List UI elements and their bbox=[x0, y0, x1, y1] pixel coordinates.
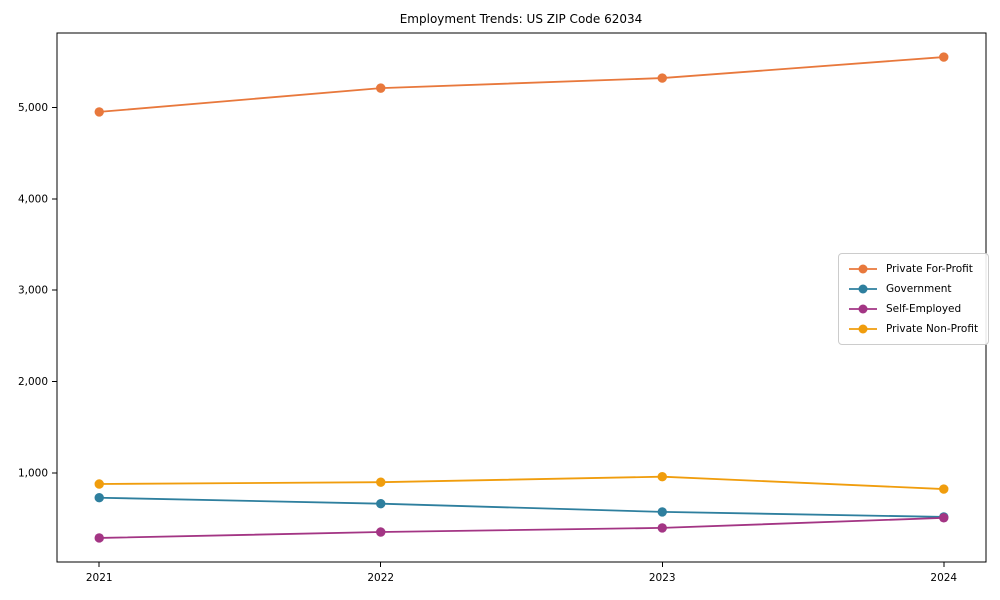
data-point-private-for-profit-2022 bbox=[376, 83, 386, 93]
data-point-private-non-profit-2021 bbox=[94, 479, 104, 489]
data-point-self-employed-2024 bbox=[939, 513, 949, 523]
x-tick-label-2022: 2022 bbox=[367, 572, 394, 584]
legend-item-government: Government bbox=[848, 279, 978, 299]
legend-label: Self-Employed bbox=[886, 303, 962, 315]
y-tick-label-2000: 2,000 bbox=[18, 376, 48, 388]
data-point-private-for-profit-2023 bbox=[657, 73, 667, 83]
series-line-private-for-profit bbox=[98, 56, 945, 113]
legend-line-marker-icon bbox=[849, 264, 877, 274]
x-tick-label-2024: 2024 bbox=[930, 572, 957, 584]
data-point-self-employed-2022 bbox=[376, 527, 386, 537]
legend-item-private-for-profit: Private For-Profit bbox=[848, 259, 978, 279]
legend-line-marker-icon bbox=[849, 304, 877, 314]
series-line-private-non-profit bbox=[98, 475, 945, 490]
series-line-self-employed bbox=[98, 516, 945, 539]
legend: Private For-Profit Government Self-Employe… bbox=[838, 253, 990, 345]
legend-line-marker-icon bbox=[849, 284, 877, 294]
data-point-government-2022 bbox=[376, 498, 386, 509]
legend-item-self-employed: Self-Employed bbox=[848, 299, 978, 319]
y-tick-label-4000: 4,000 bbox=[18, 193, 48, 205]
data-point-government-2023 bbox=[657, 507, 667, 517]
data-point-self-employed-2021 bbox=[94, 533, 104, 543]
legend-label: Private For-Profit bbox=[886, 263, 973, 275]
y-tick-label-1000: 1,000 bbox=[18, 468, 48, 480]
data-point-private-non-profit-2022 bbox=[376, 477, 386, 487]
data-point-government-2021 bbox=[94, 493, 104, 503]
data-point-private-non-profit-2023 bbox=[657, 471, 667, 482]
data-point-self-employed-2023 bbox=[657, 523, 667, 533]
chart-title: Employment Trends: US ZIP Code 62034 bbox=[400, 12, 643, 26]
data-point-private-for-profit-2021 bbox=[94, 107, 104, 117]
legend-line-marker-icon bbox=[849, 324, 877, 334]
data-point-private-non-profit-2024 bbox=[939, 484, 949, 494]
x-tick-label-2023: 2023 bbox=[649, 572, 676, 584]
legend-label: Government bbox=[886, 283, 952, 295]
y-tick-label-3000: 3,000 bbox=[18, 285, 48, 297]
y-tick-label-5000: 5,000 bbox=[18, 102, 48, 114]
legend-label: Private Non-Profit bbox=[886, 323, 979, 335]
x-tick-label-2021: 2021 bbox=[86, 572, 113, 584]
data-point-private-for-profit-2024 bbox=[939, 52, 949, 62]
legend-item-private-non-profit: Private Non-Profit bbox=[848, 319, 978, 339]
series-line-government bbox=[98, 496, 945, 518]
